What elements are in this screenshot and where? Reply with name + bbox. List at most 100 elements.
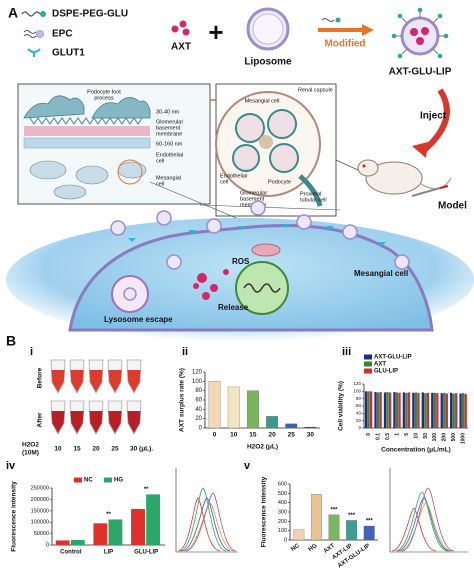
cell-uptake-part-part	[296, 214, 312, 230]
cell-uptake-part-part	[326, 226, 334, 230]
legend-label: GLU-LIP	[374, 369, 398, 375]
flow-histogram-part	[181, 497, 231, 552]
axt-icon	[171, 20, 190, 36]
x-tick-label: 0	[366, 433, 372, 436]
annotation: ***	[348, 513, 356, 519]
cell-uptake	[6, 181, 474, 342]
x-tick-label: 0.1	[376, 433, 382, 440]
bar	[388, 392, 392, 428]
y-tick-label: 40	[195, 407, 202, 413]
cell-uptake-part-part	[394, 254, 410, 270]
bar	[383, 392, 387, 428]
x-tick-label: 100	[432, 433, 438, 442]
cell-uptake-part	[193, 283, 199, 289]
bar	[417, 392, 420, 428]
volume-label: 25	[111, 446, 119, 453]
nanoparticle-icon-part	[396, 12, 444, 55]
y-tick-label: 100	[278, 528, 287, 534]
legend-label: GLUT1	[52, 48, 85, 59]
bar	[328, 514, 340, 541]
legend-swatch	[364, 361, 372, 367]
bar	[55, 540, 70, 545]
annotation: **	[144, 487, 149, 493]
x-tick-label: 1	[394, 433, 400, 436]
y-tick-label: 40	[356, 411, 362, 416]
panel-b: B i ii iii iv v Before After H2O2 (10M)	[6, 333, 468, 553]
cell-label: Release	[218, 303, 249, 312]
legend-swatch	[104, 477, 112, 483]
flow-histogram-part	[389, 468, 468, 553]
glomerulus-label: Proximal	[300, 191, 321, 197]
glomerulus-part	[232, 144, 260, 172]
tube-liquid	[51, 411, 65, 433]
legend-label: DSPE-PEG-GLU	[52, 9, 128, 20]
glomerulus-label: Renal capsule	[298, 87, 333, 93]
panel-label: B	[6, 333, 16, 349]
y-tick-label: 80	[195, 388, 202, 394]
nanoparticle-icon-part	[397, 13, 403, 19]
axt-icon-part	[182, 28, 190, 36]
barrier-label: 30-40 nm	[156, 109, 180, 115]
mouse-model-part	[362, 164, 366, 168]
legend-label: AXT-GLU-LIP	[374, 355, 412, 361]
axt-icon-part	[171, 25, 179, 33]
y-axis-label: Fluorescence intensity	[261, 476, 268, 547]
y-tick-label: 100	[353, 389, 361, 394]
volume-label: 10	[54, 446, 62, 453]
flow-histogram-part	[179, 487, 227, 552]
x-tick-label: NC	[290, 543, 301, 553]
nanoparticle-icon-part	[421, 27, 429, 35]
tube-liquid	[70, 370, 84, 392]
bar	[436, 393, 439, 428]
barrier-label: Endothelial	[156, 152, 183, 158]
bar	[459, 393, 462, 428]
y-tick-label: 0	[46, 542, 49, 548]
bar	[374, 392, 377, 428]
cell-uptake-part-part	[156, 210, 172, 226]
bar	[293, 529, 305, 541]
bar	[346, 520, 358, 541]
liposome-icon-part	[252, 13, 284, 45]
modified-arrow-part	[335, 17, 341, 23]
y-tick-label: 150000	[31, 508, 49, 514]
bar	[310, 494, 322, 541]
y-axis-label: Fluorescence intensity	[11, 481, 18, 552]
y-tick-label: 60	[195, 398, 202, 404]
bar	[364, 391, 368, 428]
glomerulus-label: tubular cell	[300, 197, 327, 203]
bar	[414, 392, 418, 428]
subpanel-label: v	[244, 460, 251, 472]
y-tick-label: 200000	[31, 497, 49, 503]
glomerulus-part	[269, 143, 299, 173]
x-tick-label: 10	[230, 432, 238, 439]
y-tick-label: 80	[356, 396, 362, 401]
bar	[285, 423, 298, 429]
subpanel-label: i	[30, 346, 33, 358]
legend-label: AXT	[374, 362, 386, 368]
x-tick-label: 0	[213, 432, 217, 439]
cell-uptake-part-part	[342, 224, 358, 240]
bar	[247, 390, 259, 429]
legend-icons-part	[23, 30, 37, 38]
x-tick-label: 15	[249, 432, 257, 439]
flow-histogram-part	[401, 487, 455, 552]
nanoparticle-icon	[391, 7, 449, 59]
flow-histogram-part	[175, 468, 238, 553]
filtration-barrier-part	[24, 126, 150, 136]
mouse-model-part	[335, 159, 359, 171]
flow-histogram-part	[177, 497, 221, 552]
y-tick-label: 0	[358, 425, 361, 430]
x-axis-label: Concentration (μL/mL)	[381, 447, 451, 454]
panel-label: A	[8, 5, 18, 21]
bar	[426, 392, 430, 428]
legend-icons-part	[36, 30, 44, 38]
carrier-label: Liposome	[244, 57, 292, 68]
cell-uptake-part-part	[250, 200, 266, 216]
x-tick-label: HG	[308, 543, 319, 553]
y-tick-label: 120	[192, 370, 203, 376]
barrier-label: cell	[156, 158, 164, 164]
bar	[131, 508, 145, 545]
bar	[462, 393, 465, 428]
filtration-barrier-part	[75, 165, 109, 185]
glomerulus-label: Endothelial	[220, 173, 247, 179]
